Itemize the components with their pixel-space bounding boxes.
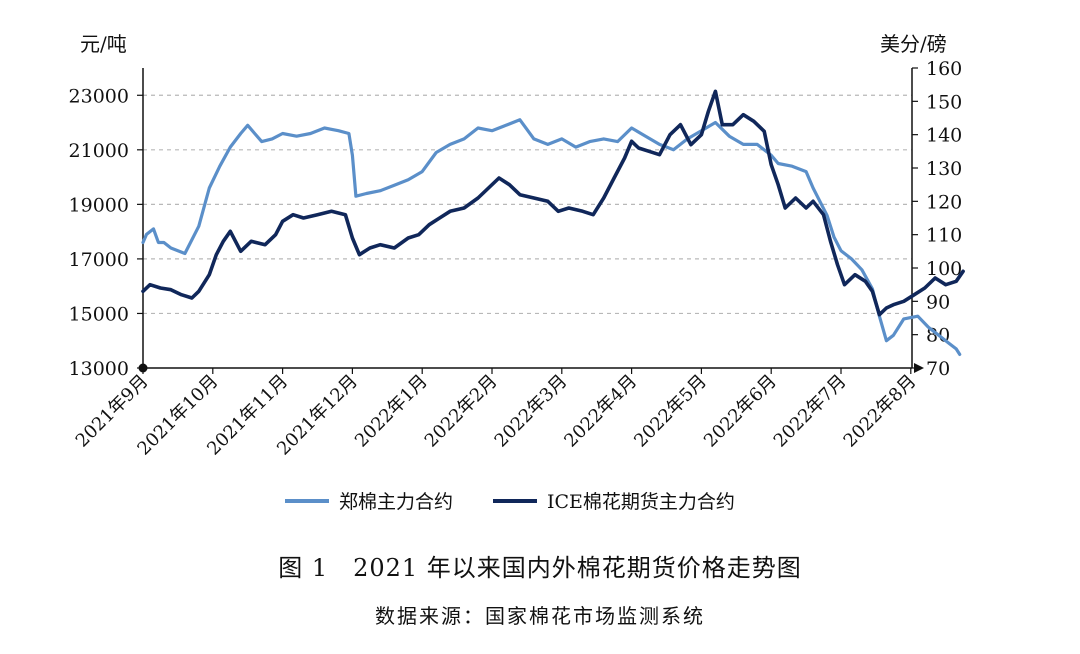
right-tick-label-100: 100 — [926, 258, 962, 280]
x-axis-arrow — [914, 363, 924, 373]
series-line-ice — [141, 89, 965, 317]
legend-swatch-zhengmian — [285, 498, 329, 503]
right-tick-label-130: 130 — [926, 158, 962, 180]
right-tick-label-70: 70 — [926, 358, 950, 380]
x-tick-label-10: 2022年7月 — [770, 371, 851, 452]
x-tick-label-11: 2022年8月 — [840, 371, 921, 452]
right-tick-label-110: 110 — [926, 225, 962, 247]
chart-canvas: 1300015000170001900021000230007080901001… — [69, 58, 965, 460]
data-source-note: 数据来源：国家棉花市场监测系统 — [375, 604, 705, 628]
x-tick-label-8: 2022年5月 — [630, 371, 711, 452]
left-tick-label-17000: 17000 — [69, 249, 129, 271]
left-tick-label-19000: 19000 — [69, 194, 129, 216]
series-line-zhengmian — [141, 118, 962, 356]
legend-item-zhengmian: 郑棉主力合约 — [285, 487, 453, 514]
x-tick-label-9: 2022年6月 — [700, 371, 781, 452]
x-tick-label-5: 2022年2月 — [421, 371, 502, 452]
legend-swatch-ice — [493, 498, 538, 503]
right-tick-label-140: 140 — [926, 125, 962, 147]
legend-label-zhengmian: 郑棉主力合约 — [339, 491, 454, 513]
legend-label-ice: ICE棉花期货主力合约 — [547, 491, 735, 513]
legend-item-ice: ICE棉花期货主力合约 — [493, 487, 735, 514]
x-tick-label-7: 2022年4月 — [560, 371, 641, 452]
left-tick-label-23000: 23000 — [69, 85, 129, 107]
x-tick-label-6: 2022年3月 — [491, 371, 572, 452]
left-tick-label-13000: 13000 — [69, 358, 129, 380]
right-axis-unit: 美分/磅 — [880, 32, 947, 56]
x-tick-label-4: 2022年1月 — [351, 371, 432, 452]
figure-caption: 图 1 2021 年以来国内外棉花期货价格走势图 — [278, 554, 802, 582]
right-tick-label-150: 150 — [926, 91, 962, 113]
legend: 郑棉主力合约 ICE棉花期货主力合约 — [285, 487, 735, 514]
right-tick-label-120: 120 — [926, 191, 962, 213]
left-axis-unit: 元/吨 — [80, 32, 127, 56]
right-tick-label-90: 90 — [926, 291, 950, 313]
left-tick-label-21000: 21000 — [69, 140, 129, 162]
left-tick-label-15000: 15000 — [69, 303, 129, 325]
right-tick-label-160: 160 — [926, 58, 962, 80]
